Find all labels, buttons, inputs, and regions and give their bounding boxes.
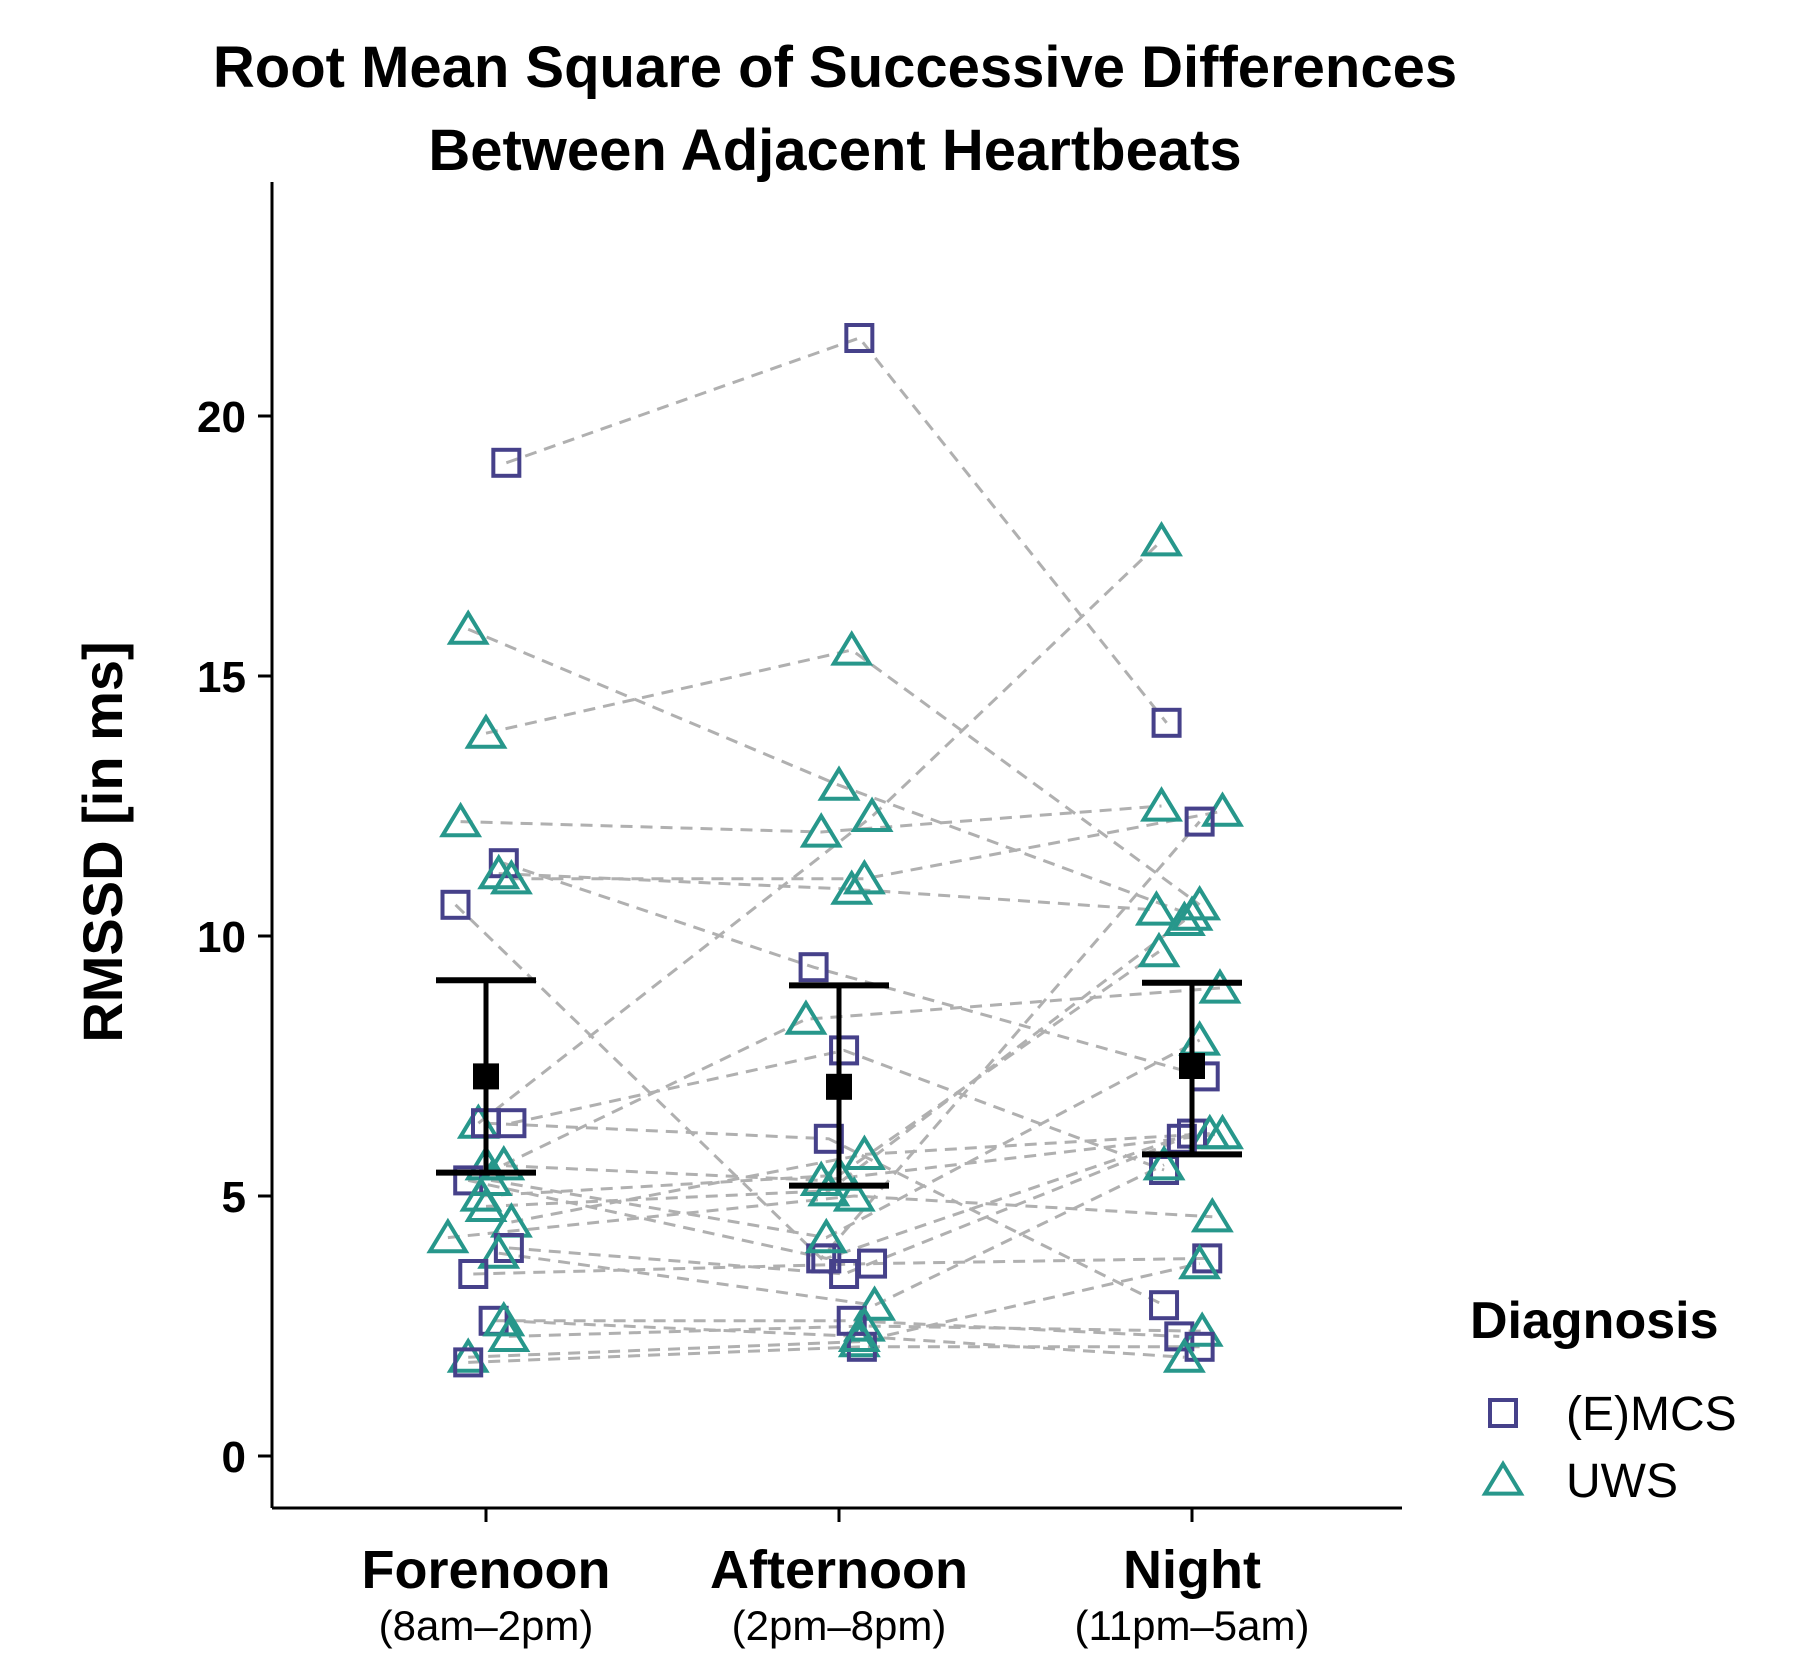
- emcs-point: [493, 1233, 524, 1263]
- x-category-label: Afternoon: [710, 1540, 968, 1600]
- y-tick-label: 20: [197, 393, 246, 442]
- legend-item-label: UWS: [1566, 1455, 1678, 1508]
- uws-point: [799, 812, 843, 848]
- data-points: [426, 323, 1244, 1378]
- uws-point: [832, 1176, 876, 1212]
- x-category-label: Night: [1123, 1540, 1261, 1600]
- emcs-point: [844, 323, 875, 353]
- uws-point: [1162, 900, 1206, 936]
- chart-title-line-2: Between Adjacent Heartbeats: [428, 118, 1241, 183]
- mean-marker: [1179, 1053, 1205, 1079]
- uws-point: [1137, 931, 1181, 968]
- uws-point: [1162, 1337, 1206, 1373]
- uws-point: [1134, 890, 1178, 926]
- connector-line: [447, 1194, 1213, 1240]
- uws-point: [489, 858, 533, 895]
- uws-point: [426, 1217, 470, 1254]
- uws-point: [477, 1233, 521, 1269]
- emcs-point: [829, 1035, 860, 1066]
- y-tick-label: 15: [197, 653, 246, 702]
- uws-point: [446, 609, 490, 645]
- connector-line: [505, 336, 1168, 724]
- connector-line: [467, 627, 1193, 917]
- legend-triangle-icon: [1481, 1460, 1525, 1496]
- connector-line: [511, 1048, 1165, 1172]
- emcs-point: [798, 952, 829, 983]
- uws-point: [853, 1285, 897, 1321]
- connector-line: [467, 1132, 1193, 1260]
- connector-line: [485, 1121, 1165, 1307]
- uws-point: [1188, 1113, 1232, 1150]
- emcs-point: [491, 447, 522, 478]
- connector-line: [460, 804, 1162, 834]
- connector-line: [468, 1345, 1200, 1364]
- x-category-sublabel: (11pm–5am): [1075, 1602, 1310, 1649]
- uws-point: [1178, 1020, 1222, 1056]
- emcs-point: [813, 1123, 844, 1154]
- y-tick-label: 0: [222, 1433, 246, 1482]
- uws-point: [464, 713, 508, 749]
- uws-point: [1140, 520, 1183, 557]
- legend: Diagnosis (E)MCS UWS: [1470, 1292, 1737, 1508]
- uws-point: [850, 796, 894, 832]
- connector-line: [503, 861, 1206, 1078]
- chart-title-line-1: Root Mean Square of Successive Differenc…: [213, 35, 1457, 100]
- uws-point: [807, 1170, 851, 1207]
- uws-point: [464, 1186, 508, 1222]
- emcs-point: [1184, 806, 1215, 837]
- axes: 0 5 10 15 20 Forenoon(8am–2pm) Afternoon(2pm–8…: [197, 182, 1402, 1649]
- connector-line: [503, 986, 1221, 1167]
- emcs-point: [857, 1248, 888, 1279]
- uws-point: [1178, 1243, 1222, 1280]
- connector-line: [490, 1038, 1201, 1240]
- y-axis-label: RMSSD [in ms]: [71, 641, 134, 1042]
- x-category-sublabel: (8am–2pm): [379, 1602, 594, 1649]
- uws-point: [446, 1337, 490, 1373]
- uws-point: [784, 999, 828, 1035]
- connector-line: [508, 1324, 1203, 1338]
- uws-point: [817, 765, 861, 801]
- uws-point: [1142, 1144, 1186, 1181]
- uws-point: [1190, 1196, 1234, 1233]
- uws-point: [1178, 884, 1222, 921]
- uws-point: [837, 1316, 881, 1352]
- uws-point: [842, 1134, 886, 1170]
- emcs-point: [811, 1243, 842, 1274]
- connector-line: [477, 539, 1163, 1125]
- uws-point: [1180, 1311, 1224, 1347]
- legend-square-icon: [1488, 1398, 1518, 1428]
- x-category-label: Forenoon: [362, 1540, 611, 1600]
- legend-title: Diagnosis: [1470, 1292, 1719, 1350]
- y-tick-label: 10: [197, 913, 246, 962]
- uws-point: [482, 1300, 526, 1337]
- emcs-point: [440, 889, 471, 920]
- emcs-point: [453, 1347, 484, 1378]
- mean-error-bars: [436, 977, 1242, 1189]
- uws-point: [830, 630, 874, 666]
- connector-line: [511, 1132, 1210, 1224]
- connector-line: [468, 1262, 1200, 1359]
- uws-point: [830, 869, 874, 905]
- uws-point: [1201, 1113, 1244, 1150]
- connector-line: [485, 648, 1201, 907]
- uws-point: [464, 1144, 508, 1181]
- mean-marker: [826, 1073, 852, 1100]
- legend-item-label: (E)MCS: [1566, 1388, 1737, 1441]
- uws-point: [1198, 968, 1242, 1004]
- mean-marker: [473, 1063, 499, 1090]
- emcs-point: [458, 1259, 489, 1289]
- x-category-sublabel: (2pm–8pm): [732, 1602, 947, 1649]
- emcs-point: [1151, 707, 1182, 738]
- uws-point: [842, 858, 886, 895]
- connector-line: [473, 1256, 1208, 1276]
- uws-point: [1140, 786, 1183, 822]
- uws-point: [804, 1217, 848, 1254]
- y-tick-label: 5: [222, 1173, 246, 1222]
- connector-line: [485, 1132, 1223, 1182]
- uws-point: [439, 801, 483, 838]
- emcs-point: [1149, 1290, 1180, 1321]
